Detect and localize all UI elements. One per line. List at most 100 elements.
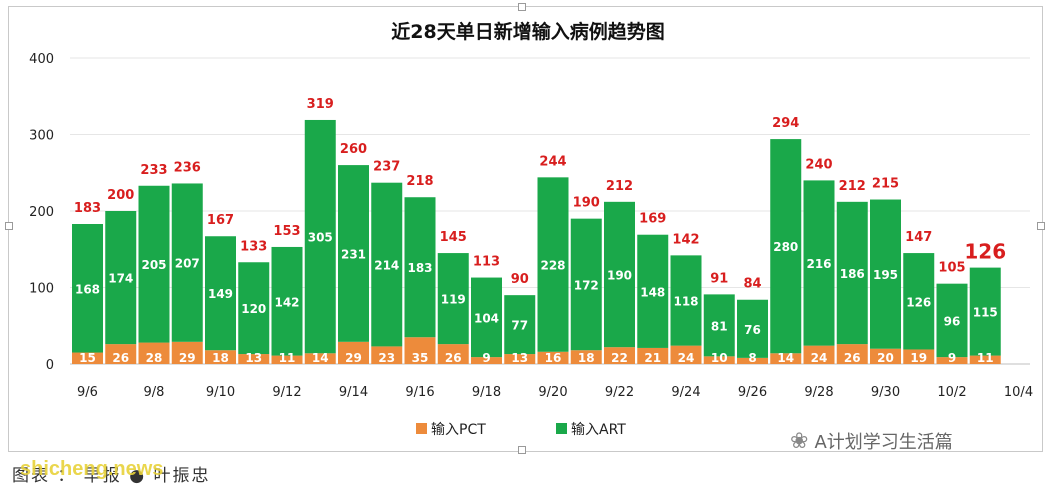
bar-pct xyxy=(338,341,369,364)
label-pct: 10 xyxy=(711,351,728,365)
label-total: 167 xyxy=(207,213,234,228)
bar-art xyxy=(803,180,835,346)
x-tick-label: 9/24 xyxy=(671,385,700,400)
label-pct: 11 xyxy=(977,351,994,365)
label-pct: 26 xyxy=(844,351,861,365)
label-total: 90 xyxy=(511,272,529,287)
label-art: 174 xyxy=(108,272,133,286)
label-total: 133 xyxy=(240,239,267,254)
brand-badge: ❀ A计划学习生活篇 xyxy=(790,428,953,454)
resize-handle-top[interactable] xyxy=(518,3,526,11)
label-pct: 16 xyxy=(545,351,562,365)
bar-art xyxy=(171,183,203,342)
label-pct: 14 xyxy=(312,351,329,365)
label-total: 236 xyxy=(174,160,201,175)
bar-art xyxy=(205,236,236,351)
bar-art xyxy=(703,294,735,357)
label-art: 81 xyxy=(711,319,728,333)
label-pct: 14 xyxy=(777,351,794,365)
label-total: 215 xyxy=(872,177,899,192)
label-art: 228 xyxy=(540,259,565,273)
bar-pct xyxy=(836,344,868,364)
legend-label-art: 输入ART xyxy=(571,422,626,438)
x-tick-label: 9/6 xyxy=(77,385,98,400)
wechat-icon: ❀ xyxy=(790,428,809,454)
bar-pct xyxy=(870,348,901,364)
y-tick-label: 100 xyxy=(29,282,54,297)
label-pct: 24 xyxy=(811,351,828,365)
label-art: 207 xyxy=(175,257,200,271)
bar-pct xyxy=(604,347,635,364)
bar-art xyxy=(670,255,702,346)
bar-pct xyxy=(803,345,835,364)
resize-handle-right[interactable] xyxy=(1037,222,1045,230)
bar-pct xyxy=(105,344,137,364)
bar-art xyxy=(570,218,602,351)
label-pct: 29 xyxy=(179,351,196,365)
label-art: 205 xyxy=(141,258,166,272)
x-tick-label: 9/12 xyxy=(272,385,301,400)
label-art: 149 xyxy=(208,287,233,301)
bar-art xyxy=(936,283,968,358)
bar-pct xyxy=(404,337,436,364)
label-art: 148 xyxy=(640,285,665,299)
bar-art xyxy=(271,246,303,356)
bar-art xyxy=(238,262,270,355)
label-pct: 26 xyxy=(112,351,129,365)
label-total: 142 xyxy=(672,232,699,247)
bar-pct xyxy=(903,349,935,364)
resize-handle-left[interactable] xyxy=(5,222,13,230)
bar-pct xyxy=(437,344,469,364)
label-total: 212 xyxy=(606,179,633,194)
bar-pct xyxy=(670,345,702,364)
x-tick-label: 10/4 xyxy=(1004,385,1033,400)
bar-pct xyxy=(936,357,968,364)
bar-art xyxy=(437,253,469,345)
label-total: 260 xyxy=(340,142,367,157)
label-art: 120 xyxy=(241,302,266,316)
label-pct: 15 xyxy=(79,351,96,365)
label-art: 115 xyxy=(973,306,998,320)
bar-pct xyxy=(304,353,336,364)
bar-pct xyxy=(969,355,1001,364)
label-total: 294 xyxy=(772,116,799,131)
x-tick-label: 9/16 xyxy=(405,385,434,400)
legend-swatch-art xyxy=(556,423,567,434)
bar-art xyxy=(504,295,536,355)
bar-pct xyxy=(271,355,303,364)
label-pct: 24 xyxy=(678,351,695,365)
bar-art xyxy=(903,253,935,350)
legend-label-pct: 输入PCT xyxy=(431,422,486,438)
label-total: 183 xyxy=(74,201,101,216)
label-total: 190 xyxy=(573,196,600,211)
bar-pct xyxy=(138,342,170,364)
y-tick-label: 200 xyxy=(29,205,54,220)
resize-handle-bottom[interactable] xyxy=(518,446,526,454)
label-art: 126 xyxy=(906,295,931,309)
y-tick-label: 300 xyxy=(29,129,54,144)
brand-name: A计划学习生活篇 xyxy=(814,432,953,453)
x-axis-ticks: 9/6 9/8 9/10 9/12 9/14 9/16 9/18 9/20 9/22 9/24 9/… xyxy=(77,385,1033,400)
label-total: 237 xyxy=(373,160,400,175)
legend-swatch-pct xyxy=(416,423,427,434)
label-pct: 9 xyxy=(948,351,956,365)
bar-art xyxy=(604,201,635,348)
label-art: 172 xyxy=(574,278,599,292)
label-art: 190 xyxy=(607,268,632,282)
bar-art xyxy=(338,165,369,342)
label-total: 212 xyxy=(839,179,866,194)
legend: 输入PCT 输入ART xyxy=(416,422,626,438)
label-total: 147 xyxy=(905,230,932,245)
bar-pct xyxy=(72,352,103,364)
bar-pct xyxy=(770,353,802,364)
label-total: 233 xyxy=(140,163,167,178)
label-pct: 29 xyxy=(345,351,362,365)
bar-art xyxy=(404,197,436,338)
y-tick-label: 400 xyxy=(29,52,54,67)
label-total: 240 xyxy=(805,157,832,172)
bar-art xyxy=(737,299,768,358)
bar-art xyxy=(969,267,1001,356)
label-art: 214 xyxy=(374,259,399,273)
label-art: 231 xyxy=(341,247,366,261)
